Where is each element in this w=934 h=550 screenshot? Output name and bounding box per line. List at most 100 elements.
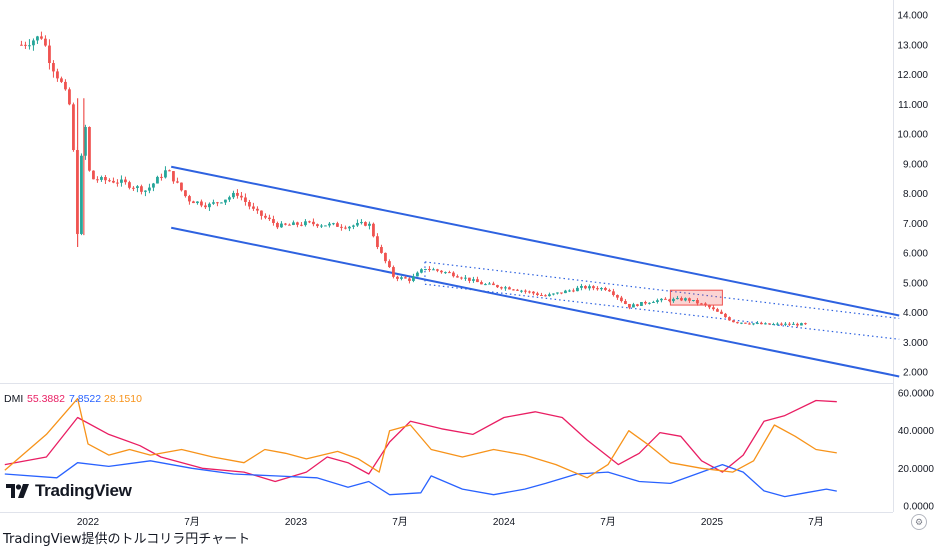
dmi-legend[interactable]: DMI 55.3882 7.8522 28.1510 bbox=[4, 393, 142, 405]
price-tick-label: 9.000 bbox=[903, 159, 928, 170]
time-tick-label: 2022 bbox=[77, 517, 100, 528]
candle-body bbox=[612, 291, 615, 296]
price-tick-label: 10.000 bbox=[897, 130, 928, 141]
candle-body bbox=[744, 322, 747, 324]
price-tick-label: 3.000 bbox=[903, 338, 928, 349]
candle-body bbox=[320, 225, 323, 227]
candle-body bbox=[700, 303, 703, 305]
candle-body bbox=[108, 180, 111, 182]
candle-body bbox=[368, 223, 371, 226]
candle-body bbox=[56, 71, 59, 79]
candle-body bbox=[624, 301, 627, 304]
candle-body bbox=[328, 223, 331, 226]
candle-body bbox=[520, 290, 523, 292]
time-tick-label: 7月 bbox=[808, 516, 824, 528]
candle-body bbox=[696, 299, 699, 304]
candle-body bbox=[664, 298, 667, 300]
candle-body bbox=[248, 201, 251, 207]
candle-body bbox=[780, 323, 783, 325]
time-tick-label: 2023 bbox=[285, 517, 308, 528]
dmi-lines bbox=[4, 397, 837, 498]
candle-body bbox=[44, 38, 47, 46]
candle-body bbox=[668, 299, 671, 302]
candle-body bbox=[372, 223, 375, 237]
candle-body bbox=[408, 278, 411, 281]
candle-body bbox=[516, 289, 519, 291]
grid-lines bbox=[0, 0, 894, 513]
candle-body bbox=[144, 190, 147, 192]
candle-body bbox=[100, 177, 103, 180]
candle-body bbox=[332, 223, 335, 225]
candle-body bbox=[220, 202, 223, 204]
dmi-series-line-1 bbox=[4, 460, 837, 498]
candle-body bbox=[740, 322, 743, 324]
inner-channel-upper-line bbox=[424, 261, 900, 320]
candle-body bbox=[128, 182, 131, 188]
candle-body bbox=[548, 294, 551, 297]
candle-body bbox=[276, 222, 279, 228]
candle-body bbox=[776, 323, 779, 325]
candle-body bbox=[228, 197, 231, 200]
candle-body bbox=[360, 222, 363, 224]
candle-body bbox=[152, 183, 155, 188]
candle-body bbox=[68, 89, 71, 105]
price-tick-label: 7.000 bbox=[903, 219, 928, 230]
candle-body bbox=[752, 323, 755, 325]
candle-body bbox=[764, 323, 767, 325]
candle-body bbox=[124, 179, 127, 183]
candle-body bbox=[208, 203, 211, 208]
candle-body bbox=[512, 289, 515, 291]
candle-body bbox=[244, 197, 247, 202]
candle-body bbox=[116, 182, 119, 184]
price-tick-label: 6.000 bbox=[903, 249, 928, 260]
candle-body bbox=[180, 182, 183, 191]
candle-body bbox=[448, 272, 451, 274]
price-tick-label: 11.000 bbox=[898, 100, 928, 111]
candle-body bbox=[628, 303, 631, 308]
candle-body bbox=[292, 222, 295, 225]
candle-body bbox=[400, 277, 403, 279]
candle-body bbox=[656, 300, 659, 302]
candle-body bbox=[172, 171, 175, 182]
candle-body bbox=[540, 294, 543, 296]
price-tick-label: 12.000 bbox=[897, 70, 928, 81]
candle-body bbox=[232, 192, 235, 198]
candle-body bbox=[136, 186, 139, 188]
candle-body bbox=[236, 192, 239, 196]
dmi-tick-label: 60.0000 bbox=[898, 389, 934, 400]
candle-body bbox=[468, 277, 471, 281]
candle-body bbox=[708, 305, 711, 308]
candle-body bbox=[712, 307, 715, 310]
candle-body bbox=[480, 282, 483, 285]
candle-body bbox=[268, 217, 271, 220]
candle-body bbox=[308, 221, 311, 223]
gear-icon[interactable]: ⚙ bbox=[911, 514, 927, 530]
candle-body bbox=[344, 227, 347, 229]
candle-body bbox=[376, 236, 379, 248]
candle-body bbox=[420, 269, 423, 273]
candle-body bbox=[644, 302, 647, 304]
candle-body bbox=[596, 288, 599, 290]
candle-body bbox=[348, 226, 351, 229]
candle-body bbox=[636, 304, 639, 306]
candle-body bbox=[316, 224, 319, 227]
dmi-title: DMI bbox=[4, 393, 23, 405]
candle-body bbox=[676, 298, 679, 300]
tradingview-logo-text: TradingView bbox=[35, 481, 132, 500]
candle-body bbox=[504, 287, 507, 289]
candle-body bbox=[532, 291, 535, 294]
candle-body bbox=[24, 44, 27, 46]
candle-body bbox=[92, 170, 95, 180]
candle-body bbox=[40, 36, 43, 39]
price-tick-label: 2.000 bbox=[903, 368, 928, 379]
candle-body bbox=[80, 155, 83, 234]
candle-body bbox=[388, 261, 391, 268]
highlight-box bbox=[669, 289, 723, 306]
candle-body bbox=[680, 298, 683, 301]
candle-body bbox=[716, 309, 719, 312]
dmi-minus-di-value: 7.8522 bbox=[69, 393, 101, 405]
candle-body bbox=[660, 298, 663, 301]
candle-body bbox=[436, 269, 439, 271]
candle-body bbox=[424, 268, 427, 270]
candle-body bbox=[296, 222, 299, 225]
